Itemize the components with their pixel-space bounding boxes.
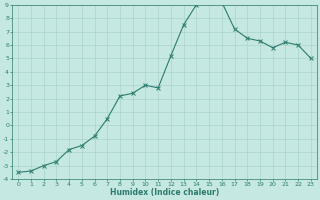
X-axis label: Humidex (Indice chaleur): Humidex (Indice chaleur): [110, 188, 219, 197]
